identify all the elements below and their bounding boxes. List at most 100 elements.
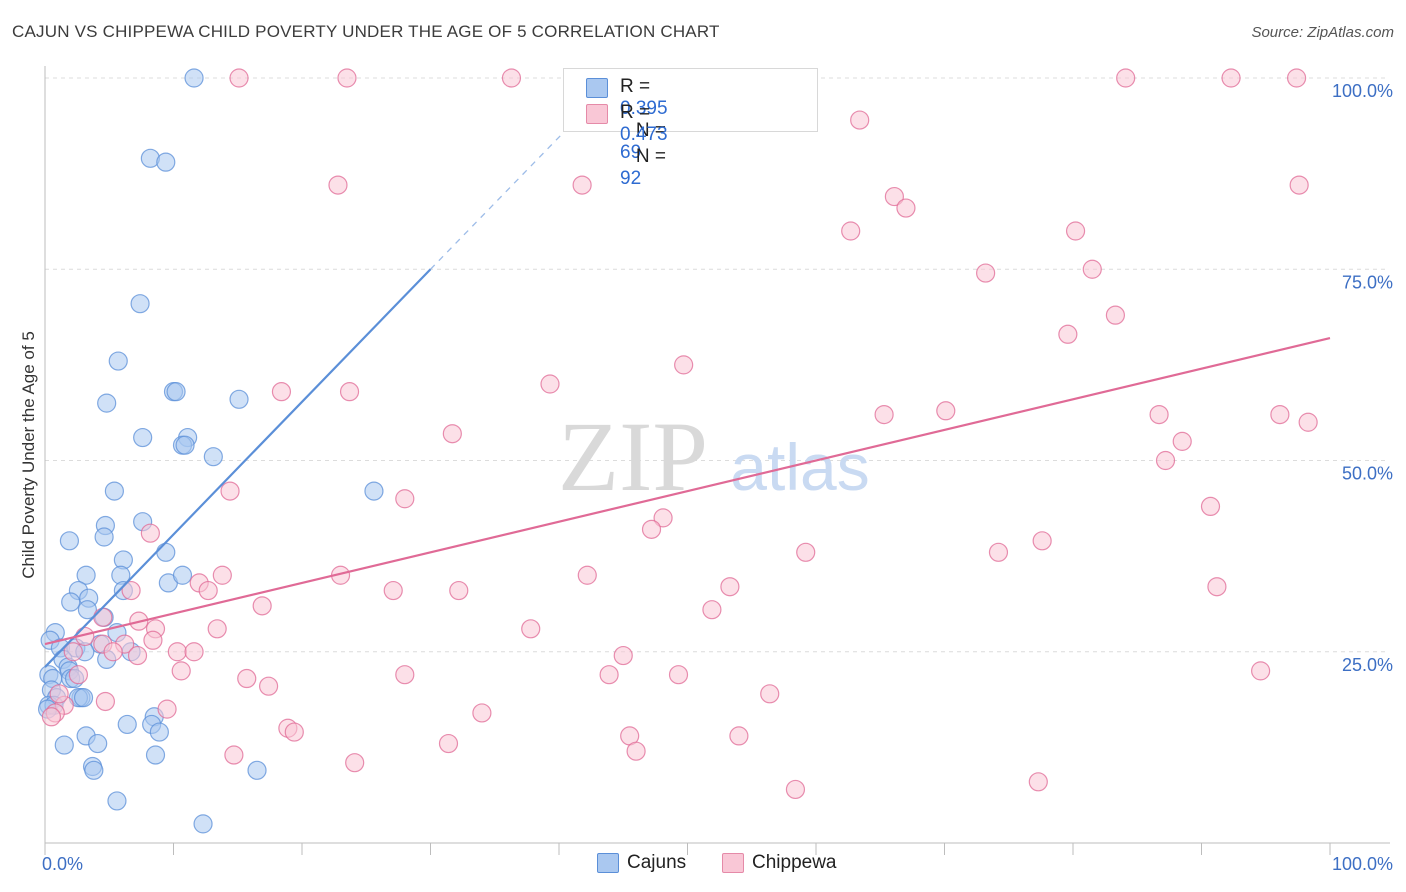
trend-lines xyxy=(44,123,1331,668)
data-point-cajuns xyxy=(88,733,108,754)
data-point-cajuns xyxy=(172,565,193,585)
legend-label-cajuns: Cajuns xyxy=(627,852,687,873)
data-point-chippewa xyxy=(143,630,163,650)
data-point-chippewa xyxy=(198,580,218,601)
data-point-cajuns xyxy=(229,389,249,409)
x-tick-label: 0.0% xyxy=(42,854,83,874)
data-point-chippewa xyxy=(884,186,904,207)
data-point-chippewa xyxy=(760,684,780,704)
data-point-chippewa xyxy=(841,221,861,241)
trend-line-extension-cajuns xyxy=(430,123,573,270)
data-point-chippewa xyxy=(438,733,459,754)
data-point-cajuns xyxy=(156,152,176,172)
data-point-chippewa xyxy=(207,619,227,639)
data-point-chippewa xyxy=(796,542,816,562)
data-point-chippewa xyxy=(449,580,469,601)
data-point-chippewa xyxy=(68,665,89,685)
data-point-cajuns xyxy=(193,814,213,834)
data-point-chippewa xyxy=(572,175,592,195)
data-point-chippewa xyxy=(577,565,597,585)
data-point-chippewa xyxy=(41,707,62,727)
data-point-cajuns xyxy=(175,435,195,455)
data-point-chippewa xyxy=(258,676,279,696)
data-point-chippewa xyxy=(337,68,357,88)
data-point-chippewa xyxy=(1065,221,1086,241)
data-point-chippewa xyxy=(63,642,83,662)
trend-line-cajuns xyxy=(44,268,432,668)
data-point-chippewa xyxy=(271,382,292,402)
data-point-chippewa xyxy=(1116,68,1136,88)
data-point-chippewa xyxy=(212,565,232,585)
data-point-cajuns xyxy=(54,735,74,755)
data-point-chippewa xyxy=(93,607,113,627)
data-point-chippewa xyxy=(1207,577,1227,597)
data-point-chippewa xyxy=(936,401,956,421)
legend-swatch-cajuns xyxy=(586,78,608,98)
data-point-chippewa xyxy=(599,665,619,685)
data-point-cajuns xyxy=(133,427,153,448)
y-tick-label: 50.0% xyxy=(1342,464,1393,484)
data-point-chippewa xyxy=(850,110,870,130)
data-point-chippewa xyxy=(442,424,462,444)
data-point-chippewa xyxy=(1289,175,1309,195)
data-point-chippewa xyxy=(1105,305,1126,325)
data-point-cajuns xyxy=(77,600,98,620)
data-point-chippewa xyxy=(1200,496,1221,516)
data-point-chippewa xyxy=(540,374,560,394)
data-point-chippewa xyxy=(95,691,115,712)
data-point-chippewa xyxy=(785,779,806,800)
data-point-cajuns xyxy=(247,760,267,780)
r-label: R = xyxy=(620,76,651,97)
data-point-cajuns xyxy=(94,527,114,547)
r-value-chippewa: 0.473 xyxy=(620,124,668,145)
data-point-cajuns xyxy=(104,481,124,501)
data-point-chippewa xyxy=(674,355,694,375)
data-point-cajuns xyxy=(73,688,94,708)
trend-line-chippewa xyxy=(44,337,1331,646)
data-point-chippewa xyxy=(976,263,996,283)
data-point-chippewa xyxy=(49,684,69,704)
y-tick-label: 100.0% xyxy=(1332,81,1393,101)
data-point-chippewa xyxy=(224,745,244,765)
data-point-cajuns xyxy=(84,760,104,780)
legend-stats: R = 0.395 N = 69 R = 0.473 N = 92 xyxy=(563,68,818,189)
data-point-chippewa xyxy=(1221,68,1241,88)
data-point-cajuns xyxy=(184,68,204,88)
data-point-chippewa xyxy=(988,542,1009,562)
data-point-chippewa xyxy=(626,741,646,761)
legend-swatch-chippewa xyxy=(722,853,744,873)
data-point-chippewa xyxy=(1251,661,1271,681)
data-point-cajuns xyxy=(108,351,128,371)
data-point-cajuns xyxy=(76,565,96,585)
data-point-chippewa xyxy=(1082,259,1102,279)
data-point-chippewa xyxy=(328,175,348,195)
data-point-chippewa xyxy=(395,665,415,685)
legend-swatch-chippewa xyxy=(586,104,608,124)
data-point-cajuns xyxy=(145,745,166,765)
x-tick-label: 100.0% xyxy=(1332,854,1393,874)
data-point-cajuns xyxy=(203,447,223,467)
y-tick-label: 75.0% xyxy=(1342,272,1393,292)
legend-label-chippewa: Chippewa xyxy=(752,852,837,873)
data-point-cajuns xyxy=(166,382,186,402)
data-point-cajuns xyxy=(117,714,137,735)
data-point-chippewa xyxy=(1058,324,1078,344)
data-point-chippewa xyxy=(1172,431,1192,451)
data-point-chippewa xyxy=(720,577,740,597)
source-label: Source: ZipAtlas.com xyxy=(1251,24,1394,41)
data-point-chippewa xyxy=(171,661,191,681)
data-point-chippewa xyxy=(220,481,240,501)
data-point-chippewa xyxy=(121,580,141,601)
data-point-chippewa xyxy=(167,642,187,662)
data-point-cajuns xyxy=(97,393,117,413)
data-point-chippewa xyxy=(729,726,749,746)
legend-swatch-cajuns xyxy=(597,853,619,873)
data-point-chippewa xyxy=(501,68,522,88)
scatter-points xyxy=(37,68,1318,834)
data-point-cajuns xyxy=(107,791,127,811)
data-point-chippewa xyxy=(237,668,257,689)
data-point-cajuns xyxy=(156,542,176,562)
data-point-cajuns xyxy=(61,592,81,612)
data-point-chippewa xyxy=(874,405,894,425)
y-axis-label: Child Poverty Under the Age of 5 xyxy=(19,331,38,579)
